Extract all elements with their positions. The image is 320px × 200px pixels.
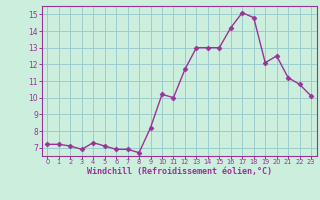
X-axis label: Windchill (Refroidissement éolien,°C): Windchill (Refroidissement éolien,°C) (87, 167, 272, 176)
